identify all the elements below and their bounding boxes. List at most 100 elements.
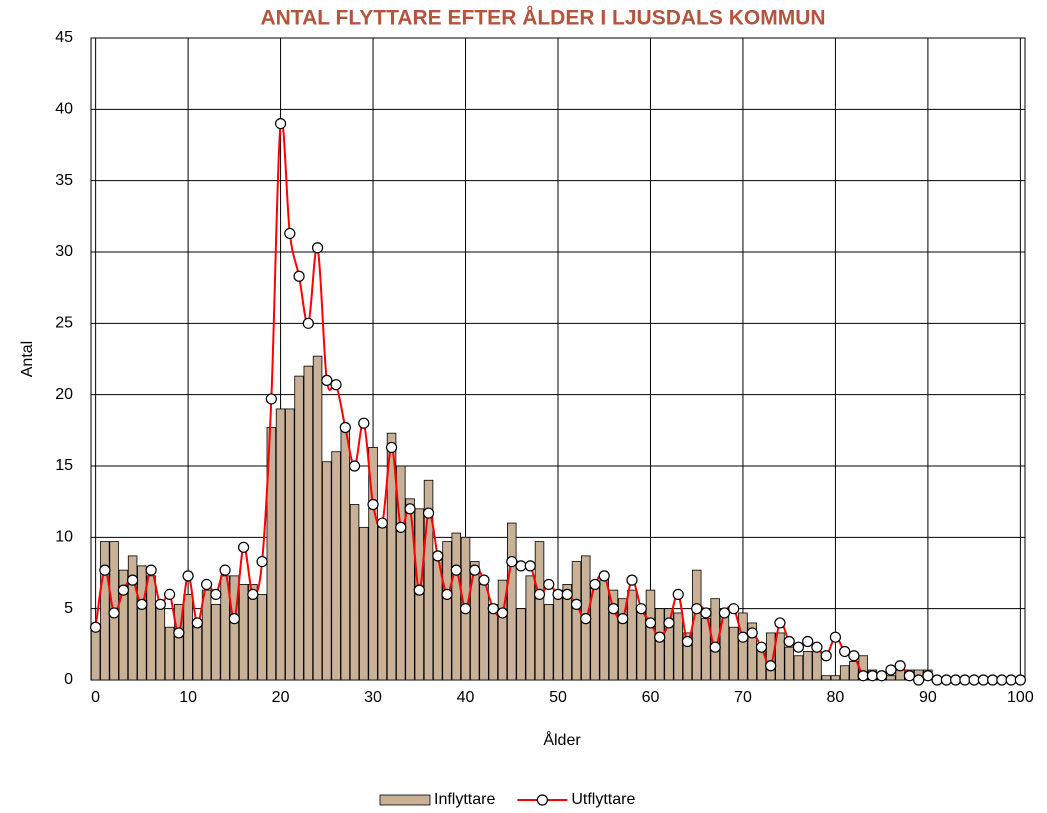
bar: [155, 603, 166, 681]
marker: [913, 674, 925, 686]
bar: [451, 532, 462, 681]
x-tick-label: 80: [827, 689, 845, 706]
bar: [377, 526, 388, 681]
bar: [488, 603, 499, 681]
bar: [608, 589, 619, 681]
marker: [940, 674, 952, 686]
bar: [682, 632, 693, 681]
y-tick-label: 0: [64, 671, 73, 688]
marker: [385, 441, 398, 454]
marker: [506, 555, 518, 568]
bar: [275, 408, 286, 681]
bar: [285, 408, 295, 681]
bar: [497, 579, 508, 681]
marker: [154, 598, 166, 610]
y-tick-label: 35: [55, 172, 73, 189]
bar: [747, 622, 757, 681]
marker: [478, 574, 490, 586]
marker: [247, 588, 259, 601]
marker: [450, 564, 462, 576]
marker: [885, 664, 897, 676]
bar: [654, 608, 665, 681]
marker: [200, 578, 213, 591]
marker: [311, 242, 324, 254]
marker: [496, 607, 509, 619]
bar: [664, 608, 674, 681]
marker: [626, 574, 638, 586]
bar: [849, 661, 859, 681]
bar: [118, 569, 129, 681]
x-tick-label: 40: [457, 689, 475, 706]
bar: [886, 675, 896, 681]
marker: [321, 374, 333, 386]
bar: [728, 626, 739, 681]
marker: [635, 603, 647, 615]
marker: [136, 598, 148, 610]
marker: [552, 588, 564, 601]
marker: [663, 617, 675, 629]
bar: [349, 504, 360, 681]
marker: [783, 635, 795, 648]
marker: [210, 588, 222, 601]
bar: [534, 541, 545, 681]
bar: [802, 651, 813, 681]
marker: [866, 670, 879, 682]
marker: [302, 317, 314, 329]
bar: [211, 603, 221, 681]
marker: [580, 613, 592, 625]
marker: [617, 613, 629, 625]
marker: [441, 588, 453, 601]
y-tick-label: 10: [55, 529, 73, 546]
bar: [793, 655, 804, 681]
marker: [607, 603, 620, 615]
marker: [709, 641, 721, 653]
y-tick-label: 15: [55, 457, 73, 474]
marker: [728, 603, 740, 615]
x-tick-label: 70: [734, 689, 752, 706]
marker: [90, 621, 102, 633]
bar: [516, 608, 526, 681]
y-tick-label: 40: [55, 101, 73, 118]
bar: [127, 555, 138, 681]
marker: [774, 617, 786, 629]
marker: [700, 607, 712, 619]
bar: [229, 575, 240, 681]
y-tick-label: 45: [55, 29, 73, 46]
y-axis-label: Antal: [19, 341, 36, 377]
bar: [544, 603, 554, 681]
bar: [830, 675, 841, 681]
bar: [784, 646, 794, 681]
bar: [137, 565, 147, 681]
marker: [876, 670, 888, 682]
marker: [256, 555, 268, 568]
bar: [775, 632, 785, 681]
marker: [191, 617, 203, 629]
marker: [820, 650, 832, 662]
legend-label: Utflyttare: [571, 791, 635, 808]
marker: [857, 670, 869, 682]
marker: [561, 588, 573, 601]
marker: [543, 578, 555, 591]
marker: [996, 674, 1008, 686]
marker: [358, 417, 370, 429]
bar: [192, 622, 203, 681]
legend-marker: [536, 794, 548, 806]
bar: [571, 561, 582, 681]
marker: [293, 270, 305, 282]
x-tick-label: 60: [642, 689, 660, 706]
bar: [266, 427, 277, 681]
bar: [507, 522, 517, 681]
bar: [322, 461, 332, 681]
marker: [589, 578, 601, 591]
marker: [533, 588, 546, 601]
y-tick-label: 30: [55, 243, 73, 260]
bar: [294, 375, 304, 681]
marker: [376, 517, 388, 529]
marker: [404, 503, 416, 515]
bar: [303, 365, 314, 681]
x-tick-label: 0: [91, 689, 100, 706]
legend-swatch: [379, 794, 431, 806]
marker: [829, 631, 842, 643]
marker: [959, 674, 971, 686]
bar: [359, 526, 369, 681]
